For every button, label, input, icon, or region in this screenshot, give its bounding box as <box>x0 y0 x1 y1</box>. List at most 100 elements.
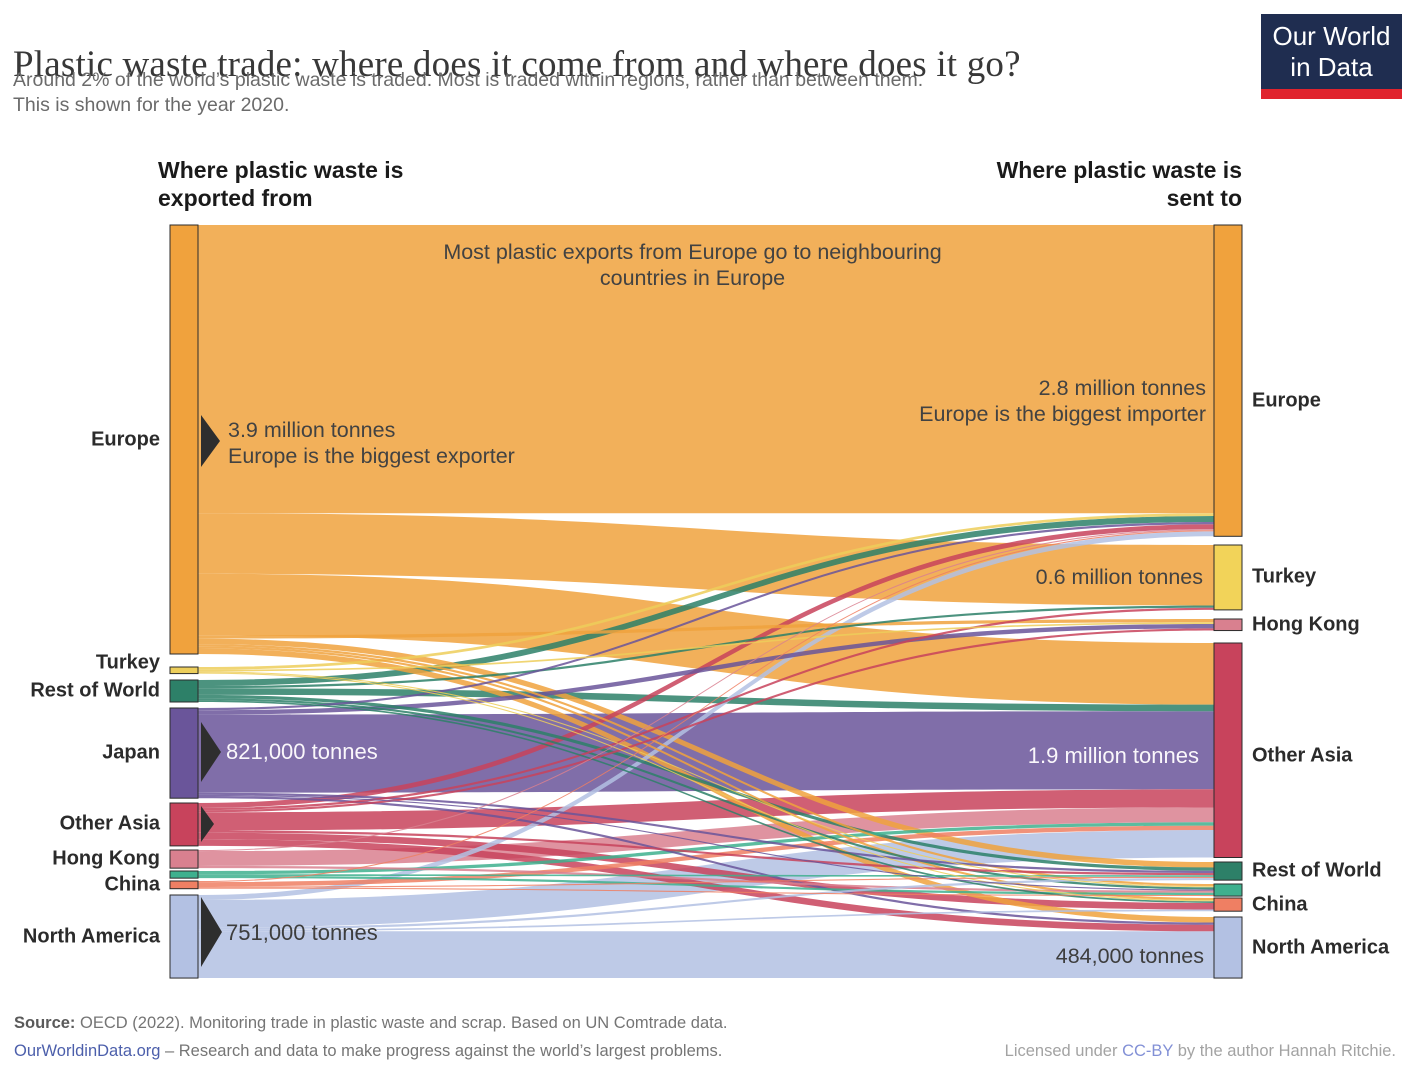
annotation-biggest-exporter: 3.9 million tonnes Europe is the biggest… <box>228 417 515 469</box>
flow-europe-to-other_asia[interactable] <box>198 573 1214 705</box>
column-header-exported-line1: Where plastic waste is <box>158 157 404 183</box>
sankey-node-north_america-right[interactable] <box>1213 916 1243 979</box>
annotation-arrow-icon <box>201 415 220 467</box>
column-header-sent-line2: sent to <box>1166 185 1242 211</box>
sankey-node-other_asia-right[interactable] <box>1213 642 1243 858</box>
sankey-node-unlabeled-right[interactable] <box>1213 883 1243 897</box>
flow-europe-to-turkey[interactable] <box>198 513 1214 606</box>
flow-north_america-to-rest_of_world[interactable] <box>198 877 1214 930</box>
page-title: Plastic waste trade: where does it come … <box>13 43 1021 85</box>
flow-japan-to-rest_of_world[interactable] <box>198 792 1214 873</box>
license-pre: Licensed under <box>1004 1042 1123 1060</box>
flow-turkey-to-hong_kong[interactable] <box>198 622 1214 672</box>
flow-japan-to-north_america[interactable] <box>198 796 1214 925</box>
flow-china-to-rest_of_world[interactable] <box>198 876 1214 888</box>
column-header-exported-line2: exported from <box>158 185 313 211</box>
sankey-node-turkey-left[interactable] <box>169 666 199 675</box>
flow-hong_kong-to-europe[interactable] <box>198 529 1214 852</box>
flow-europe-to-china[interactable] <box>198 646 1214 901</box>
annotation-north-america-outflow: 751,000 tonnes <box>226 920 378 945</box>
flow-europe-to-unlabeled[interactable] <box>198 644 1214 887</box>
owid-tagline: – Research and data to make progress aga… <box>160 1042 723 1060</box>
node-label-north_america-right: North America <box>1252 936 1390 959</box>
flow-europe-to-hong_kong[interactable] <box>198 619 1214 639</box>
flow-china-to-unlabeled[interactable] <box>198 887 1214 897</box>
owid-site-link[interactable]: OurWorldinData.org <box>14 1042 161 1060</box>
flow-other_asia-to-hong_kong[interactable] <box>198 628 1214 813</box>
owid-logo-line-1: Our World <box>1272 20 1391 51</box>
flow-north_america-to-china[interactable] <box>198 909 1214 932</box>
page-subtitle: Around 2% of the world’s plastic waste i… <box>13 68 1173 118</box>
node-label-europe-left: Europe <box>91 428 160 450</box>
flow-rest_of_world-to-rest_of_world[interactable] <box>198 694 1214 871</box>
sankey-node-china-right[interactable] <box>1213 897 1243 912</box>
sankey-node-japan-left[interactable] <box>169 707 199 799</box>
flow-other_asia-to-turkey[interactable] <box>198 607 1214 811</box>
owid-logo[interactable]: Our World in Data <box>1261 14 1402 99</box>
flow-turkey-to-china[interactable] <box>198 672 1214 902</box>
flow-japan-to-hong_kong[interactable] <box>198 623 1214 715</box>
sankey-node-china-left[interactable] <box>169 880 199 890</box>
sankey-node-hong_kong-right[interactable] <box>1213 618 1243 632</box>
flow-rest_of_world-to-china[interactable] <box>198 700 1214 903</box>
flow-unlabeled-to-unlabeled[interactable] <box>198 875 1214 895</box>
flow-other_asia-to-europe[interactable] <box>198 524 1214 808</box>
flow-rest_of_world-to-other_asia[interactable] <box>198 688 1214 712</box>
annotation-arrow-icon <box>201 806 214 842</box>
flow-hong_kong-to-unlabeled[interactable] <box>198 865 1214 893</box>
source-line: Source: OECD (2022). Monitoring trade in… <box>14 1014 728 1033</box>
column-header-sent-line1: Where plastic waste is <box>996 157 1242 183</box>
flow-europe-to-europe[interactable] <box>198 225 1214 514</box>
flow-north_america-to-north_america[interactable] <box>198 931 1214 979</box>
flow-unlabeled-to-other_asia[interactable] <box>198 822 1214 875</box>
node-label-china-right: China <box>1252 893 1308 916</box>
node-label-turkey-left: Turkey <box>95 651 160 674</box>
annotation-biggest-importer: 2.8 million tonnes Europe is the biggest… <box>919 375 1206 427</box>
flow-japan-to-unlabeled[interactable] <box>198 794 1214 891</box>
source-label: Source: <box>14 1014 76 1032</box>
sankey-node-hong_kong-left[interactable] <box>169 849 199 869</box>
flow-japan-to-europe[interactable] <box>198 522 1214 711</box>
flow-rest_of_world-to-unlabeled[interactable] <box>198 698 1214 890</box>
node-label-other_asia-left: Other Asia <box>59 812 160 835</box>
sankey-node-rest_of_world-left[interactable] <box>169 679 199 703</box>
flow-north_america-to-europe[interactable] <box>198 531 1214 900</box>
node-label-china-left: China <box>104 873 160 896</box>
flow-turkey-to-europe[interactable] <box>198 513 1214 670</box>
owid-tagline-line: OurWorldinData.org – Research and data t… <box>14 1042 722 1061</box>
sankey-node-turkey-right[interactable] <box>1213 544 1243 611</box>
annotation-japan-outflow: 821,000 tonnes <box>226 739 378 764</box>
flow-china-to-europe[interactable] <box>198 530 1214 883</box>
flow-other_asia-to-rest_of_world[interactable] <box>198 830 1214 876</box>
node-label-other_asia-right: Other Asia <box>1252 744 1353 767</box>
flow-china-to-other_asia[interactable] <box>198 825 1214 887</box>
node-label-north_america-left: North America <box>22 925 160 948</box>
sankey-node-unlabeled-left[interactable] <box>169 870 199 879</box>
subtitle-line-2: This is shown for the year 2020. <box>13 94 290 116</box>
flow-europe-to-north_america[interactable] <box>198 648 1214 923</box>
sankey-node-europe-right[interactable] <box>1213 224 1243 537</box>
license-post: by the author Hannah Ritchie. <box>1173 1042 1396 1060</box>
node-label-rest_of_world-right: Rest of World <box>1252 859 1382 882</box>
node-label-hong_kong-right: Hong Kong <box>1252 613 1360 636</box>
flow-europe-to-rest_of_world[interactable] <box>198 638 1214 868</box>
flow-turkey-to-unlabeled[interactable] <box>198 671 1214 888</box>
flow-other_asia-to-china[interactable] <box>198 832 1214 910</box>
sankey-node-rest_of_world-right[interactable] <box>1213 861 1243 881</box>
annotation-other-asia-inflow: 1.9 million tonnes <box>1027 743 1199 768</box>
node-label-turkey-right: Turkey <box>1252 565 1317 588</box>
license-line: Licensed under CC-BY by the author Hanna… <box>1005 1042 1396 1061</box>
sankey-node-north_america-left[interactable] <box>169 894 199 979</box>
sankey-node-other_asia-left[interactable] <box>169 802 199 847</box>
biggest-importer-note: Europe is the biggest importer <box>919 402 1206 426</box>
annotation-arrow-icon <box>201 897 222 967</box>
flow-rest_of_world-to-europe[interactable] <box>198 515 1214 687</box>
biggest-exporter-note: Europe is the biggest exporter <box>228 444 515 468</box>
column-header-exported-from: Where plastic waste is exported from <box>158 156 403 212</box>
flow-other_asia-to-other_asia[interactable] <box>198 789 1214 831</box>
biggest-exporter-value: 3.9 million tonnes <box>228 418 396 442</box>
sankey-node-europe-left[interactable] <box>169 224 199 655</box>
node-label-europe-right: Europe <box>1252 389 1321 412</box>
annotation-north-america-inflow: 484,000 tonnes <box>1055 944 1204 968</box>
cc-by-link[interactable]: CC-BY <box>1122 1042 1174 1060</box>
